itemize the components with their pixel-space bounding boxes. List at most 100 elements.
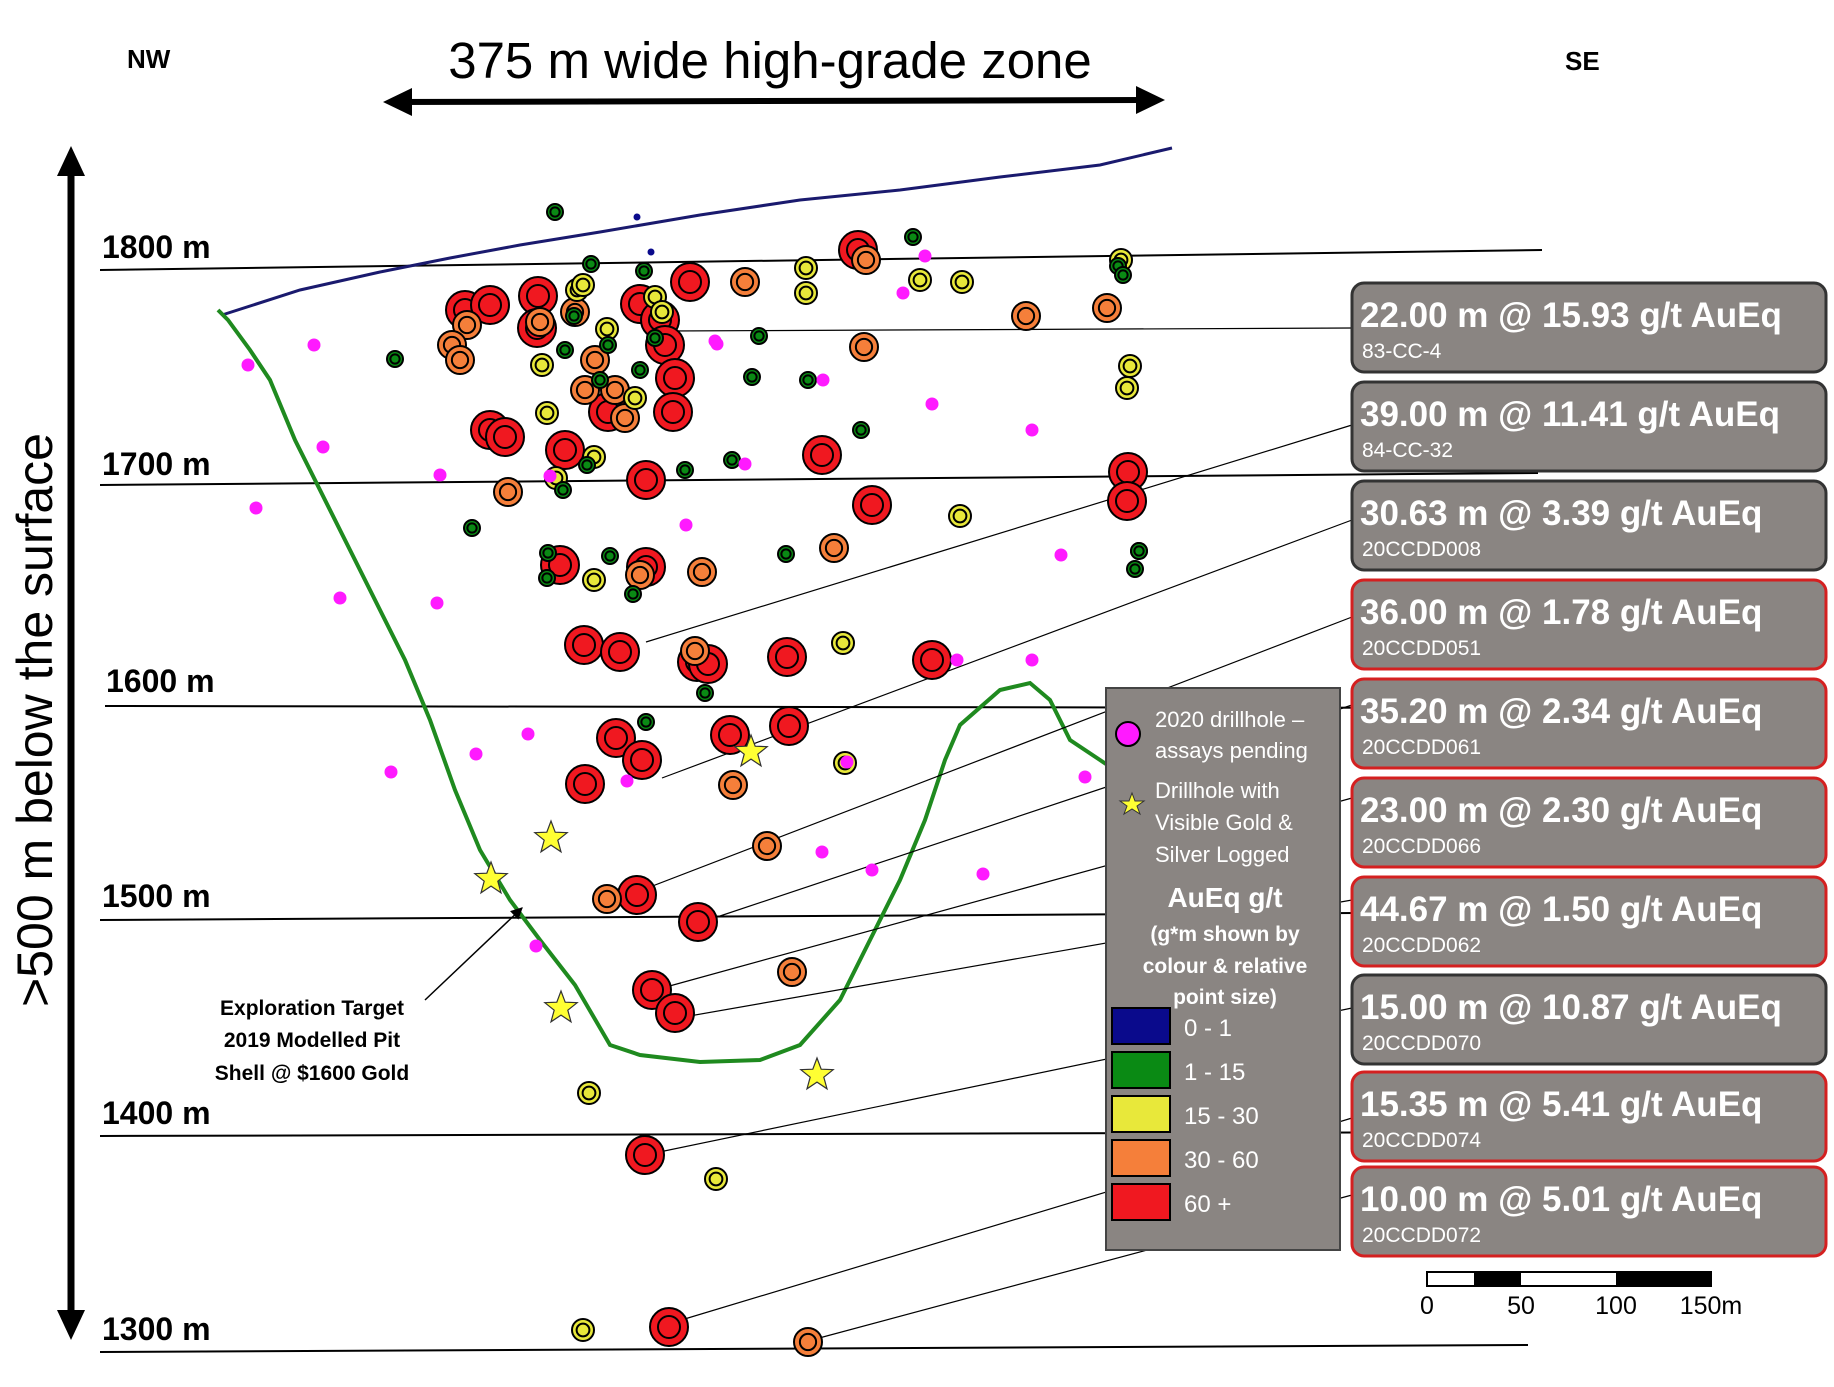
legend-star-icon bbox=[1118, 791, 1146, 816]
elev-1700: 1700 m bbox=[102, 446, 211, 482]
drillhole-point bbox=[769, 706, 809, 746]
drillhole-point bbox=[1114, 266, 1132, 284]
drillhole-point bbox=[601, 547, 619, 565]
pending-drillhole bbox=[430, 596, 444, 610]
pending-drillhole bbox=[679, 518, 693, 532]
svg-text:2019 Modelled Pit: 2019 Modelled Pit bbox=[224, 1029, 400, 1052]
scale-tick-0: 0 bbox=[1420, 1292, 1434, 1320]
intercept-hole: 83-CC-4 bbox=[1362, 340, 1442, 363]
drillhole-point bbox=[525, 307, 555, 337]
drillhole-point bbox=[912, 640, 952, 680]
drillhole-point bbox=[596, 718, 636, 758]
legend-pending-marker bbox=[1115, 721, 1141, 747]
intercept-value: 44.67 m @ 1.50 g/t AuEq bbox=[1360, 890, 1762, 929]
drillhole-point bbox=[582, 568, 606, 592]
intercept-value: 35.20 m @ 2.34 g/t AuEq bbox=[1360, 692, 1762, 731]
legend-range: 60 + bbox=[1111, 1183, 1231, 1221]
pending-drillhole bbox=[529, 939, 543, 953]
intercept-hole: 20CCDD062 bbox=[1362, 934, 1481, 957]
pending-drillhole bbox=[815, 845, 829, 859]
pending-drillhole bbox=[1078, 770, 1092, 784]
drillhole-point bbox=[386, 350, 404, 368]
visible-gold-star bbox=[799, 1056, 835, 1091]
pending-drillhole bbox=[333, 591, 347, 605]
drillhole-point bbox=[599, 336, 617, 354]
elev-1300: 1300 m bbox=[102, 1311, 211, 1347]
drillhole-point bbox=[445, 345, 475, 375]
drillhole-point bbox=[600, 632, 640, 672]
visible-gold-star bbox=[473, 860, 509, 895]
visible-gold-star bbox=[543, 989, 579, 1024]
intercept-box: 15.35 m @ 5.41 g/t AuEq 20CCDD074 bbox=[1350, 1070, 1828, 1163]
pending-drillhole bbox=[1025, 423, 1039, 437]
pending-drillhole bbox=[816, 373, 830, 387]
pending-drillhole bbox=[316, 440, 330, 454]
intercept-box: 30.63 m @ 3.39 g/t AuEq 20CCDD008 bbox=[1350, 479, 1828, 572]
drillhole-point bbox=[650, 300, 674, 324]
drillhole-point bbox=[849, 332, 879, 362]
drillhole-point bbox=[577, 1081, 601, 1105]
intercept-box: 36.00 m @ 1.78 g/t AuEq 20CCDD051 bbox=[1350, 578, 1828, 671]
pit-label-pointer bbox=[424, 907, 523, 1001]
drillhole-point bbox=[799, 371, 817, 389]
drillhole-point bbox=[485, 417, 525, 457]
intercept-hole: 20CCDD070 bbox=[1362, 1032, 1481, 1055]
drillhole-point bbox=[1107, 481, 1147, 521]
drillhole-point bbox=[777, 957, 807, 987]
drillhole-point bbox=[1118, 354, 1142, 378]
drillhole-point bbox=[624, 585, 642, 603]
legend-gold-line2: Visible Gold & bbox=[1155, 810, 1293, 835]
drillhole-point bbox=[793, 1327, 823, 1357]
intercept-hole: 20CCDD074 bbox=[1362, 1129, 1481, 1152]
pending-drillhole bbox=[896, 286, 910, 300]
drillhole-point bbox=[852, 485, 892, 525]
drillhole-point bbox=[723, 451, 741, 469]
legend-gold-line3: Silver Logged bbox=[1155, 842, 1290, 867]
drillhole-point bbox=[452, 310, 482, 340]
legend-ranges: 0 - 1 1 - 15 15 - 30 30 - 60 60 + bbox=[1111, 1007, 1259, 1221]
intercept-hole: 84-CC-32 bbox=[1362, 439, 1453, 462]
intercept-hole: 20CCDD051 bbox=[1362, 637, 1481, 660]
legend-range-label: 30 - 60 bbox=[1184, 1147, 1259, 1174]
drillhole-point bbox=[463, 519, 481, 537]
pending-drillhole bbox=[1025, 653, 1039, 667]
drillhole-point bbox=[631, 361, 649, 379]
elev-1600: 1600 m bbox=[106, 663, 215, 699]
drillhole-point bbox=[730, 267, 760, 297]
drillhole-point bbox=[655, 358, 695, 398]
pit-shell-outline bbox=[216, 308, 1151, 1065]
drillhole-point bbox=[767, 637, 807, 677]
drillhole-point bbox=[1092, 293, 1122, 323]
pending-drillhole bbox=[976, 867, 990, 881]
pending-drillhole bbox=[1054, 548, 1068, 562]
drillhole-point bbox=[539, 544, 557, 562]
legend-range: 30 - 60 bbox=[1111, 1139, 1259, 1177]
pending-drillhole bbox=[384, 765, 398, 779]
drillhole-point bbox=[696, 684, 714, 702]
intercept-hole: 20CCDD061 bbox=[1362, 736, 1481, 759]
drillhole-point bbox=[794, 256, 818, 280]
legend-range: 0 - 1 bbox=[1111, 1007, 1232, 1045]
drillhole-point bbox=[670, 262, 710, 302]
drillhole-point bbox=[704, 1167, 728, 1191]
drillhole-point bbox=[545, 430, 585, 470]
legend-gold-line1: Drillhole with bbox=[1155, 778, 1280, 803]
pending-drillhole bbox=[521, 727, 535, 741]
legend-range-label: 1 - 15 bbox=[1184, 1059, 1245, 1086]
visible-gold-star bbox=[733, 733, 769, 768]
legend-range-label: 15 - 30 bbox=[1184, 1103, 1259, 1130]
drillhole-point bbox=[591, 371, 609, 389]
pending-drillhole bbox=[865, 863, 879, 877]
leader-line bbox=[645, 424, 1353, 643]
drillhole-point bbox=[625, 1135, 665, 1175]
intercept-value: 23.00 m @ 2.30 g/t AuEq bbox=[1360, 791, 1762, 830]
svg-text:Exploration Target: Exploration Target bbox=[220, 997, 404, 1020]
drillhole-point bbox=[750, 327, 768, 345]
zone-title: 375 m wide high-grade zone bbox=[448, 32, 1092, 89]
drillhole-point bbox=[565, 764, 605, 804]
intercept-value: 15.00 m @ 10.87 g/t AuEq bbox=[1360, 988, 1782, 1027]
legend-note-line1: (g*m shown by bbox=[1150, 923, 1300, 946]
drillhole-point bbox=[546, 203, 564, 221]
drillhole-point bbox=[831, 631, 855, 655]
